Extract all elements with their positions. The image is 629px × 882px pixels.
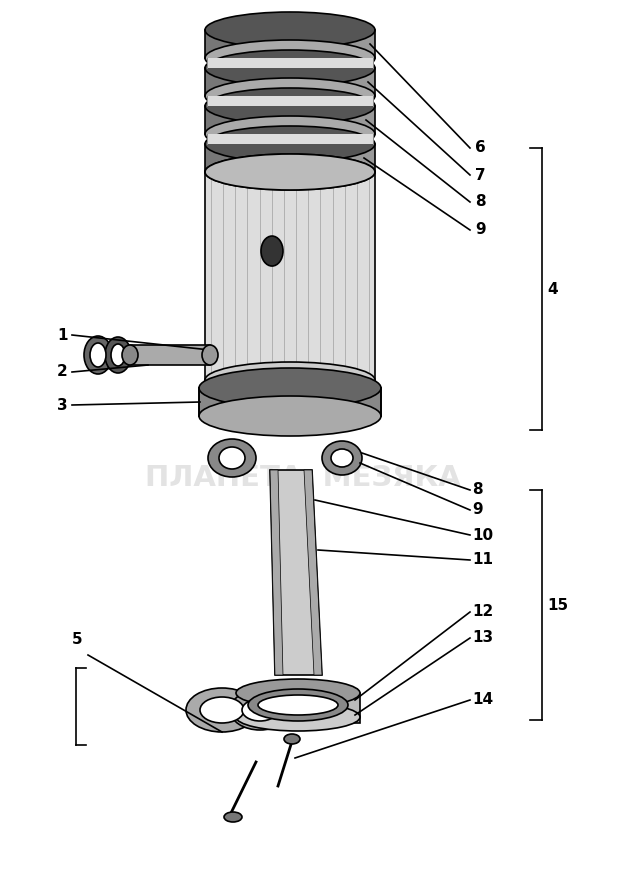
- Ellipse shape: [230, 690, 290, 730]
- Ellipse shape: [90, 343, 106, 367]
- Text: 10: 10: [472, 527, 493, 542]
- Ellipse shape: [205, 362, 375, 398]
- Text: 2: 2: [57, 364, 68, 379]
- Ellipse shape: [248, 689, 348, 721]
- Bar: [130, 345, 210, 365]
- Ellipse shape: [284, 734, 300, 744]
- Polygon shape: [304, 470, 322, 675]
- Text: 8: 8: [472, 482, 482, 497]
- Text: 15: 15: [547, 597, 568, 612]
- Text: 1: 1: [57, 327, 68, 342]
- Ellipse shape: [205, 40, 375, 76]
- Polygon shape: [270, 470, 322, 675]
- Text: 9: 9: [475, 222, 486, 237]
- Ellipse shape: [242, 699, 278, 721]
- Ellipse shape: [261, 236, 283, 266]
- Ellipse shape: [205, 154, 375, 190]
- Ellipse shape: [258, 695, 338, 715]
- Ellipse shape: [236, 679, 360, 707]
- Polygon shape: [270, 470, 283, 675]
- Bar: [207, 96, 373, 106]
- Ellipse shape: [205, 154, 375, 190]
- Bar: [205, 68, 290, 96]
- Ellipse shape: [236, 703, 360, 731]
- Ellipse shape: [199, 396, 381, 436]
- Ellipse shape: [200, 697, 244, 723]
- Bar: [199, 388, 381, 416]
- Ellipse shape: [205, 126, 375, 162]
- Ellipse shape: [208, 439, 256, 477]
- Text: ПЛАНЕТА  МЕЗЯКА: ПЛАНЕТА МЕЗЯКА: [145, 464, 461, 492]
- Ellipse shape: [84, 336, 112, 374]
- Bar: [205, 106, 375, 134]
- Ellipse shape: [205, 78, 375, 114]
- Ellipse shape: [122, 345, 138, 365]
- Bar: [205, 106, 290, 134]
- Bar: [205, 68, 375, 96]
- Ellipse shape: [205, 12, 375, 48]
- Text: 8: 8: [475, 195, 486, 210]
- Bar: [205, 172, 375, 380]
- Text: 4: 4: [547, 281, 558, 296]
- Ellipse shape: [224, 812, 242, 822]
- Text: 7: 7: [475, 168, 486, 183]
- Bar: [207, 58, 373, 68]
- Bar: [236, 693, 360, 723]
- Ellipse shape: [186, 688, 258, 732]
- Ellipse shape: [205, 116, 375, 152]
- Text: 14: 14: [472, 692, 493, 707]
- Text: 3: 3: [57, 398, 68, 413]
- Bar: [205, 144, 375, 172]
- Ellipse shape: [199, 368, 381, 408]
- Bar: [205, 30, 290, 58]
- Ellipse shape: [322, 441, 362, 475]
- Text: 13: 13: [472, 631, 493, 646]
- Text: 5: 5: [72, 632, 82, 647]
- Ellipse shape: [219, 447, 245, 469]
- Text: 9: 9: [472, 503, 482, 518]
- Ellipse shape: [331, 449, 353, 467]
- Bar: [205, 144, 290, 172]
- Text: 12: 12: [472, 604, 493, 619]
- Ellipse shape: [205, 50, 375, 86]
- Bar: [205, 30, 375, 58]
- Ellipse shape: [105, 337, 131, 373]
- Text: 6: 6: [475, 140, 486, 155]
- Text: 11: 11: [472, 552, 493, 567]
- Bar: [207, 134, 373, 144]
- Ellipse shape: [205, 88, 375, 124]
- Ellipse shape: [111, 344, 125, 366]
- Ellipse shape: [202, 345, 218, 365]
